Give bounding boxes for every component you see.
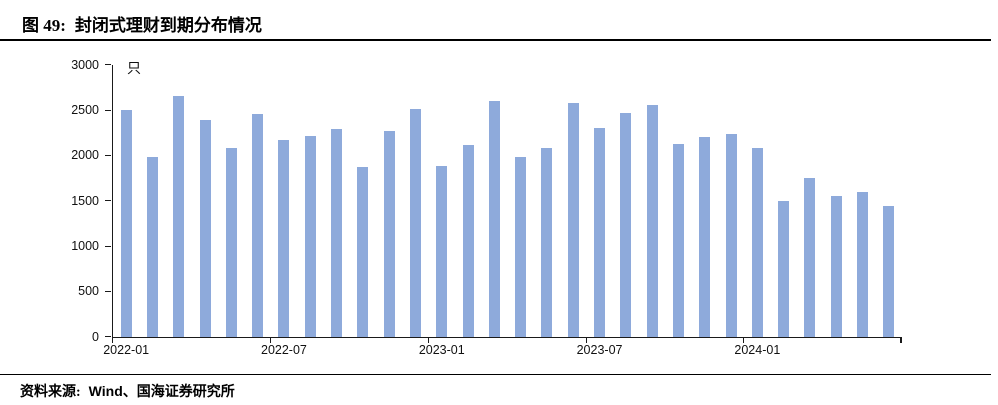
bar-2022-08 <box>304 135 316 337</box>
source-label: 资料来源: <box>20 385 81 400</box>
bar-2022-07 <box>278 140 290 337</box>
bar-2024-02 <box>778 201 790 337</box>
bar-2023-07 <box>594 128 606 337</box>
plot-area: 只 0 500 1000 1500 2000 2500 3000 2022-01 2022-07… <box>71 58 903 357</box>
y-tick-label: 1000 <box>71 238 99 253</box>
bar-2022-12 <box>409 108 421 337</box>
bar-2023-11 <box>699 136 711 337</box>
bar-2023-09 <box>646 104 658 337</box>
x-axis-end-tick <box>900 337 902 343</box>
y-tick-label: 3000 <box>71 57 99 72</box>
bar-2024-04 <box>830 195 842 337</box>
x-axis-tick <box>112 337 114 343</box>
y-tick-label: 500 <box>78 284 99 299</box>
bar-2023-03 <box>488 101 500 337</box>
bar-2024-06 <box>883 206 895 337</box>
x-axis-tick <box>585 337 587 343</box>
bar-2023-01 <box>436 165 448 337</box>
x-axis-tick <box>901 337 903 343</box>
bar-2023-04 <box>515 157 527 337</box>
bar-2023-08 <box>620 113 632 337</box>
bar-2022-04 <box>199 120 211 337</box>
y-axis-tick <box>105 245 111 247</box>
bar-2024-01 <box>751 147 763 337</box>
y-tick-label: 2000 <box>71 148 99 163</box>
x-tick-label: 2023-07 <box>576 343 623 357</box>
bar-chart: 只 0 500 1000 1500 2000 2500 3000 2022-01 2022-07… <box>71 58 903 357</box>
x-tick-label: 2024-01 <box>734 343 781 357</box>
y-axis-tick <box>105 200 111 202</box>
bar-2024-05 <box>857 191 869 337</box>
footer-divider <box>0 374 991 375</box>
figure-label: 图 49: <box>22 16 66 35</box>
x-axis-tick <box>270 337 271 343</box>
bar-2022-01 <box>120 110 132 337</box>
bar-2022-09 <box>331 129 343 337</box>
figure-header: 图 49: 封闭式理财到期分布情况 <box>22 11 262 35</box>
figure-title: 封闭式理财到期分布情况 <box>74 16 262 35</box>
bar-2023-02 <box>462 144 474 337</box>
bar-2022-10 <box>357 167 369 337</box>
figure-footer: 资料来源: Wind、国海证券研究所 <box>20 381 235 401</box>
bar-2023-12 <box>725 133 737 337</box>
title-divider <box>0 39 991 41</box>
y-axis-tick <box>105 290 111 292</box>
x-axis-tick <box>427 337 429 343</box>
bar-2023-05 <box>541 148 553 337</box>
x-axis-tick <box>743 337 745 343</box>
y-tick-label: 2500 <box>71 102 99 117</box>
y-tick-label: 1500 <box>71 193 99 208</box>
y-axis-tick <box>105 336 111 338</box>
source-text: Wind、国海证券研究所 <box>88 383 235 399</box>
x-tick-label: 2022-07 <box>261 343 307 357</box>
bar-2022-11 <box>383 131 395 337</box>
x-tick-label: 2023-01 <box>418 343 465 357</box>
bar-2022-03 <box>173 95 185 337</box>
bar-2022-05 <box>225 148 237 337</box>
bar-2024-03 <box>804 178 816 337</box>
x-tick-label: 2022-01 <box>103 343 150 357</box>
y-tick-label: 0 <box>92 329 99 344</box>
y-axis-unit-label: 只 <box>127 60 141 76</box>
bar-2023-06 <box>567 103 579 337</box>
y-axis-tick <box>105 154 111 156</box>
bar-2022-06 <box>252 113 264 337</box>
bar-2023-10 <box>672 143 684 337</box>
bar-2022-02 <box>146 156 158 337</box>
y-axis-tick <box>105 109 111 111</box>
y-axis-tick <box>105 64 111 66</box>
